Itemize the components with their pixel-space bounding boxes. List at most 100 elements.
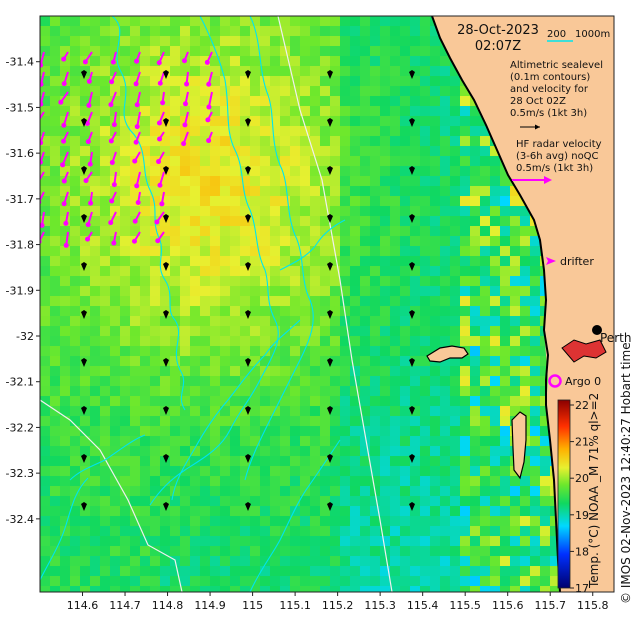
sst-cell <box>340 566 350 576</box>
sst-cell <box>480 456 490 466</box>
sst-cell <box>160 436 170 446</box>
sst-cell <box>120 86 130 96</box>
sst-cell <box>400 426 410 436</box>
sst-cell <box>440 76 450 86</box>
sst-cell <box>290 316 300 326</box>
sst-cell <box>140 26 150 36</box>
sst-cell <box>180 296 190 306</box>
sst-cell <box>350 236 360 246</box>
sst-cell <box>90 176 100 186</box>
sst-cell <box>60 436 70 446</box>
sst-cell <box>100 346 110 356</box>
sst-cell <box>310 196 320 206</box>
sst-cell <box>340 366 350 376</box>
sst-cell <box>430 386 440 396</box>
sst-cell <box>300 186 310 196</box>
sst-cell <box>250 466 260 476</box>
sst-cell <box>380 326 390 336</box>
sst-cell <box>190 226 200 236</box>
sst-cell <box>330 376 340 386</box>
sst-cell <box>340 456 350 466</box>
sst-cell <box>290 566 300 576</box>
sst-cell <box>190 96 200 106</box>
sst-cell <box>160 256 170 266</box>
sst-cell <box>140 366 150 376</box>
sst-cell <box>390 486 400 496</box>
sst-cell <box>110 206 120 216</box>
sst-cell <box>250 76 260 86</box>
sst-cell <box>240 446 250 456</box>
sst-cell <box>220 436 230 446</box>
sst-cell <box>110 516 120 526</box>
sst-cell <box>350 466 360 476</box>
sst-cell <box>320 126 330 136</box>
sst-cell <box>420 576 430 586</box>
sst-cell <box>120 206 130 216</box>
sst-cell <box>200 586 210 592</box>
sst-cell <box>420 246 430 256</box>
sst-cell <box>450 386 460 396</box>
sst-cell <box>90 26 100 36</box>
sst-cell <box>210 406 220 416</box>
sst-cell <box>250 586 260 592</box>
sst-cell <box>410 386 420 396</box>
sst-cell <box>90 146 100 156</box>
sst-cell <box>360 466 370 476</box>
sst-cell <box>310 16 320 26</box>
sst-cell <box>200 326 210 336</box>
sst-cell <box>320 496 330 506</box>
sst-cell <box>490 366 500 376</box>
sst-cell <box>230 96 240 106</box>
sst-cell <box>240 276 250 286</box>
sst-cell <box>110 26 120 36</box>
sst-cell <box>180 326 190 336</box>
sst-cell <box>380 356 390 366</box>
sst-cell <box>220 106 230 116</box>
sst-cell <box>270 326 280 336</box>
sst-cell <box>120 436 130 446</box>
sst-cell <box>200 366 210 376</box>
sst-cell <box>310 456 320 466</box>
sst-cell <box>190 106 200 116</box>
sst-cell <box>270 396 280 406</box>
altimetry-arrow <box>327 502 333 511</box>
sst-cell <box>420 266 430 276</box>
sst-cell <box>490 176 500 186</box>
sst-cell <box>340 136 350 146</box>
sst-cell <box>120 226 130 236</box>
sst-cell <box>50 36 60 46</box>
sst-cell <box>240 96 250 106</box>
sst-cell <box>230 56 240 66</box>
sst-cell <box>170 366 180 376</box>
sst-cell <box>120 166 130 176</box>
sst-cell <box>260 506 270 516</box>
sst-cell <box>170 576 180 586</box>
sst-cell <box>500 256 510 266</box>
sst-cell <box>460 536 470 546</box>
sst-cell <box>440 116 450 126</box>
sst-cell <box>390 276 400 286</box>
sst-cell <box>160 496 170 506</box>
sst-cell <box>490 396 500 406</box>
sst-cell <box>460 316 470 326</box>
sst-cell <box>410 106 420 116</box>
sst-cell <box>320 176 330 186</box>
sst-cell <box>190 566 200 576</box>
sst-cell <box>230 276 240 286</box>
sst-cell <box>180 106 190 116</box>
sst-cell <box>400 536 410 546</box>
sst-cell <box>470 146 480 156</box>
sst-cell <box>390 476 400 486</box>
sst-cell <box>550 516 560 526</box>
sst-cell <box>80 436 90 446</box>
sst-cell <box>240 266 250 276</box>
sst-cell <box>50 456 60 466</box>
sst-cell <box>510 566 520 576</box>
sst-cell <box>510 516 520 526</box>
sst-cell <box>500 366 510 376</box>
sst-cell <box>370 176 380 186</box>
sst-cell <box>460 336 470 346</box>
sst-cell <box>270 246 280 256</box>
sst-cell <box>320 356 330 366</box>
sst-cell <box>360 156 370 166</box>
